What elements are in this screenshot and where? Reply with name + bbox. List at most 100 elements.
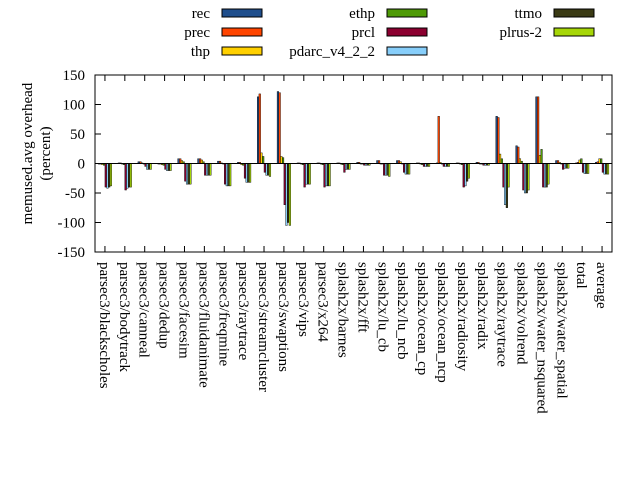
bar-prcl-splash2x-raytrace	[502, 163, 505, 188]
x-tick-label: parsec3/dedup	[156, 262, 172, 349]
y-axis-label-line: (percent)	[38, 126, 54, 180]
bar-pdarc-v4-2-2-total	[583, 163, 586, 174]
bar-rec-parsec3-fluidanimate	[197, 158, 200, 164]
bar-prec-splash2x-water-nsquared	[537, 96, 540, 164]
bar-prcl-parsec3-fluidanimate	[204, 163, 207, 176]
legend-swatch	[386, 27, 428, 37]
bar-plrus-2-parsec3-bodytrack	[129, 163, 132, 188]
bar-pdarc-v4-2-2-parsec3-facesim	[185, 163, 189, 185]
x-tick-label: splash2x/water_spatial	[553, 262, 569, 399]
bar-prcl-splash2x-lu-cb	[383, 163, 386, 176]
bar-plrus-2-parsec3-blackscholes	[109, 163, 112, 187]
bar-prcl-total	[581, 163, 585, 173]
bar-plrus-2-parsec3-raytrace	[249, 163, 252, 183]
bar-pdarc-v4-2-2-parsec3-streamcluster	[265, 163, 268, 176]
x-tick-label: parsec3/bodytrack	[116, 262, 132, 372]
x-tick-label: average	[593, 262, 609, 309]
bar-prcl-parsec3-dedup	[164, 163, 167, 170]
bar-prec-parsec3-facesim	[179, 158, 182, 164]
legend-swatch	[221, 46, 263, 56]
bar-pdarc-v4-2-2-splash2x-volrend	[524, 163, 527, 194]
bar-ttmo-parsec3-swaptions	[287, 163, 290, 223]
x-tick-label: splash2x/lu_cb	[374, 262, 390, 352]
bar-ttmo-splash2x-volrend	[525, 163, 528, 194]
bar-plrus-2-parsec3-dedup	[169, 163, 172, 171]
y-axis-label: memused.avg overhead (percent)	[20, 82, 54, 224]
x-tick-label: parsec3/fluidanimate	[195, 262, 211, 388]
bar-prcl-parsec3-blackscholes	[104, 163, 107, 188]
x-tick-label: parsec3/streamcluster	[255, 262, 271, 392]
bar-prec-splash2x-ocean-ncp	[437, 116, 440, 164]
legend: rec prec thp ethp prcl pdarc_v4_2_2 ttmo plrus-…	[184, 6, 595, 60]
bar-prec-splash2x-raytrace	[497, 117, 500, 164]
legend-label: prec	[184, 25, 210, 41]
bar-plrus-2-total	[587, 163, 590, 174]
y-axis-label-line: memused.avg overhead	[20, 82, 36, 224]
legend-item-prec: prec	[184, 25, 263, 41]
bar-plrus-2-splash2x-water-spatial	[567, 163, 570, 169]
bar-pdarc-v4-2-2-parsec3-blackscholes	[106, 163, 109, 189]
bar-prcl-splash2x-water-spatial	[562, 163, 565, 170]
legend-label: rec	[192, 6, 211, 22]
bar-plrus-2-splash2x-raytrace	[507, 163, 510, 188]
bar-ttmo-splash2x-raytrace	[505, 163, 508, 208]
legend-swatch	[386, 8, 428, 18]
bar-prcl-splash2x-radiosity	[462, 163, 465, 188]
bar-pdarc-v4-2-2-splash2x-radiosity	[464, 163, 467, 187]
bar-plrus-2-parsec3-freqmine	[229, 163, 232, 187]
bar-pdarc-v4-2-2-parsec3-x264	[325, 163, 328, 187]
bar-thp-parsec3-swaptions	[280, 156, 283, 164]
legend-item-rec: rec	[192, 6, 263, 22]
bar-pdarc-v4-2-2-splash2x-lu-cb	[384, 163, 387, 176]
bar-pdarc-v4-2-2-parsec3-fluidanimate	[205, 163, 208, 176]
x-tick-label: splash2x/ocean_cp	[414, 262, 430, 375]
bar-plrus-2-parsec3-canneal	[149, 163, 152, 170]
legend-item-thp: thp	[191, 44, 263, 60]
bar-prcl-parsec3-facesim	[184, 163, 187, 182]
bar-ttmo-parsec3-raytrace	[247, 163, 250, 183]
legend-item-ethp: ethp	[349, 6, 428, 22]
y-tick-label: 150	[63, 68, 86, 84]
y-tick-label: 100	[63, 98, 86, 114]
legend-label: prcl	[352, 25, 375, 41]
legend-label: thp	[191, 44, 210, 60]
bar-prcl-splash2x-volrend	[522, 163, 525, 191]
bar-prec-splash2x-volrend	[517, 146, 520, 164]
bar-thp-average	[598, 158, 601, 164]
bar-prcl-average	[601, 163, 604, 173]
x-tick-label: splash2x/ocean_ncp	[434, 262, 450, 383]
bar-pdarc-v4-2-2-parsec3-vips	[305, 163, 308, 185]
bar-ttmo-parsec3-freqmine	[227, 163, 230, 187]
y-tick-label: 50	[70, 127, 85, 143]
legend-swatch	[553, 27, 595, 37]
bar-prcl-parsec3-vips	[303, 163, 306, 188]
bar-plrus-2-parsec3-facesim	[189, 163, 192, 185]
bar-pdarc-v4-2-2-parsec3-freqmine	[225, 163, 228, 187]
legend-label: ttmo	[514, 6, 542, 22]
legend-label: pdarc_v4_2_2	[289, 44, 375, 60]
bar-prcl-parsec3-bodytrack	[124, 163, 127, 191]
bar-pdarc-v4-2-2-splash2x-barnes	[345, 163, 348, 170]
x-tick-label: parsec3/vips	[295, 262, 311, 337]
x-tick-label: splash2x/fft	[354, 262, 370, 333]
bar-thp-parsec3-fluidanimate	[200, 159, 203, 164]
bar-prcl-splash2x-lu-ncb	[403, 163, 406, 173]
x-axis: parsec3/blackscholes parsec3/bodytrack par…	[96, 75, 609, 414]
x-tick-label: splash2x/raytrace	[494, 262, 510, 367]
bar-ttmo-parsec3-canneal	[147, 163, 151, 170]
x-tick-label: parsec3/swaptions	[275, 262, 291, 372]
legend-swatch	[386, 46, 428, 56]
bar-prcl-parsec3-raytrace	[243, 163, 247, 179]
x-tick-label: splash2x/radix	[474, 262, 490, 350]
bar-rec-parsec3-streamcluster	[257, 96, 260, 164]
bar-pdarc-v4-2-2-splash2x-raytrace	[504, 163, 507, 205]
bar-ethp-parsec3-streamcluster	[262, 156, 265, 164]
bar-rec-splash2x-volrend	[515, 145, 518, 164]
bar-thp-splash2x-raytrace	[499, 153, 502, 164]
x-tick-label: parsec3/facesim	[175, 262, 191, 359]
legend-item-ttmo: ttmo	[514, 6, 595, 22]
bar-ttmo-splash2x-radiosity	[466, 163, 469, 182]
bar-plrus-2-parsec3-vips	[308, 163, 311, 185]
legend-swatch	[221, 8, 263, 18]
bar-thp-parsec3-streamcluster	[260, 152, 263, 164]
